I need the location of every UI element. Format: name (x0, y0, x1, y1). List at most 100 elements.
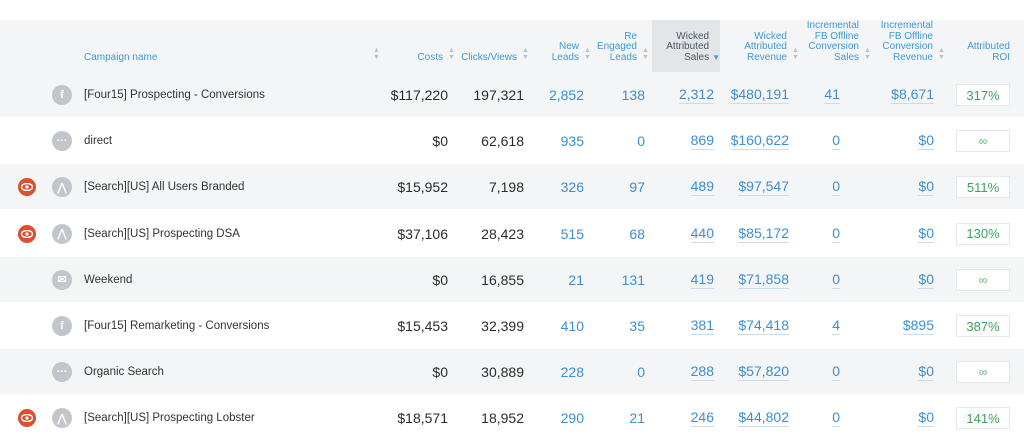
fb-revenue-link[interactable]: $0 (918, 409, 934, 428)
fb-sales-link[interactable]: 0 (832, 178, 840, 197)
campaign-name[interactable]: [Four15] Remarketing - Conversions (84, 320, 270, 332)
eye-icon[interactable] (18, 409, 36, 428)
sort-icon[interactable]: ▲ ▼ (522, 47, 529, 61)
fb-sales-link[interactable]: 0 (832, 363, 840, 382)
fb-sales-link[interactable]: 0 (832, 132, 840, 151)
wicked-sales-link[interactable]: 419 (690, 270, 714, 289)
re-engaged-leads-value: 0 (637, 133, 645, 150)
campaign-name[interactable]: direct (84, 135, 113, 148)
wicked-revenue-link[interactable]: $97,547 (738, 178, 789, 197)
fb-revenue-link[interactable]: $0 (918, 270, 934, 289)
adwords-icon: ⋀ (52, 177, 72, 198)
fb-revenue-link[interactable]: $0 (918, 132, 934, 151)
clicks-value: 16,855 (481, 271, 524, 288)
eye-icon[interactable] (18, 178, 36, 197)
re-engaged-leads-value: 0 (637, 364, 645, 381)
table-row[interactable]: ✉ Weekend $0 16,855 21 131 419 $71,858 0 $0 ∞ (0, 256, 1024, 303)
wicked-sales-link[interactable]: 288 (690, 363, 714, 382)
wicked-revenue-link[interactable]: $57,820 (738, 363, 789, 382)
new-leads-value: 228 (560, 364, 584, 381)
fb-sales-link[interactable]: 0 (832, 224, 840, 243)
table-row[interactable]: ⋀ [Search][US] Prospecting Lobster $18,571… (0, 395, 1024, 441)
roi-badge: 141% (956, 407, 1010, 430)
eye-icon[interactable] (18, 224, 36, 243)
fb-revenue-link[interactable]: $0 (918, 363, 934, 382)
re-engaged-leads-value: 138 (621, 87, 645, 103)
fb-revenue-link[interactable]: $8,671 (891, 86, 934, 104)
new-leads-value: 290 (560, 410, 584, 427)
sort-icon[interactable]: ▲ ▼ (373, 47, 380, 61)
costs-value: $18,571 (397, 410, 448, 427)
column-header-wicked-attributed-sales[interactable]: Wicked Attributed Sales ▼ (652, 20, 720, 72)
costs-value: $0 (432, 364, 448, 381)
campaign-name[interactable]: [Search][US] Prospecting Lobster (84, 412, 255, 425)
sort-icon[interactable]: ▲ ▼ (584, 47, 591, 61)
wicked-sales-link[interactable]: 869 (690, 132, 714, 151)
fb-revenue-link[interactable]: $0 (918, 178, 934, 197)
costs-value: $15,453 (397, 318, 448, 334)
column-header-re-engaged-leads[interactable]: Re Engaged Leads ▲ ▼ (596, 30, 649, 63)
wicked-revenue-link[interactable]: $85,172 (738, 224, 789, 243)
table-row[interactable]: f [Four15] Remarketing - Conversions $15,4… (0, 303, 1024, 349)
column-header-new-leads[interactable]: New Leads ▲ ▼ (551, 41, 591, 63)
roi-badge: 130% (956, 222, 1010, 245)
costs-value: $0 (432, 133, 448, 150)
sort-icon[interactable]: ▲ ▼ (864, 47, 871, 61)
new-leads-value: 935 (560, 133, 584, 150)
roi-badge: 387% (956, 315, 1010, 337)
sort-icon[interactable]: ▲ ▼ (448, 47, 455, 61)
fb-sales-link[interactable]: 4 (832, 317, 840, 335)
sort-icon[interactable]: ▲ ▼ (792, 47, 799, 61)
roi-badge: 511% (956, 176, 1010, 199)
column-header-costs[interactable]: Costs ▲ ▼ (417, 47, 455, 63)
adwords-icon: ⋀ (52, 408, 72, 429)
column-header-clicks-views[interactable]: Clicks/Views ▲ ▼ (461, 47, 529, 63)
clicks-value: 32,399 (481, 318, 524, 334)
clicks-value: 30,889 (481, 364, 524, 381)
clicks-value: 197,321 (473, 87, 524, 103)
wicked-revenue-link[interactable]: $480,191 (730, 86, 789, 104)
wicked-revenue-link[interactable]: $71,858 (738, 270, 789, 289)
re-engaged-leads-value: 97 (629, 179, 645, 196)
fb-sales-link[interactable]: 0 (832, 270, 840, 289)
fb-sales-link[interactable]: 0 (832, 409, 840, 428)
wicked-sales-link[interactable]: 2,312 (678, 86, 714, 104)
new-leads-value: 2,852 (548, 87, 584, 103)
column-header-attributed-roi[interactable]: Attributed ROI (967, 41, 1010, 63)
table-row[interactable]: ··· Organic Search $0 30,889 228 0 288 $57,820 0… (0, 349, 1024, 396)
costs-value: $37,106 (397, 225, 448, 242)
wicked-revenue-link[interactable]: $44,802 (738, 409, 789, 428)
campaign-name[interactable]: [Search][US] All Users Branded (84, 181, 245, 194)
column-header-fb-offline-revenue[interactable]: Incremental FB Offline Conversion Revenu… (880, 20, 945, 63)
wicked-sales-link[interactable]: 440 (690, 224, 714, 243)
wicked-sales-link[interactable]: 246 (690, 409, 714, 428)
roi-badge: 317% (956, 84, 1010, 106)
table-row[interactable]: ··· direct $0 62,618 935 0 869 $160,622 0 $0 ∞ (0, 118, 1024, 165)
wicked-sales-link[interactable]: 489 (690, 178, 714, 197)
fb-revenue-link[interactable]: $0 (918, 224, 934, 243)
campaign-name[interactable]: [Four15] Prospecting - Conversions (84, 89, 265, 101)
wicked-sales-link[interactable]: 381 (690, 317, 714, 335)
fb-sales-link[interactable]: 41 (824, 86, 840, 104)
table-row[interactable]: f [Four15] Prospecting - Conversions $117,… (0, 72, 1024, 118)
fb-revenue-link[interactable]: $895 (902, 317, 934, 335)
facebook-icon: f (52, 85, 72, 105)
wicked-revenue-link[interactable]: $74,418 (738, 317, 789, 335)
campaign-name[interactable]: Weekend (84, 273, 133, 286)
table-row[interactable]: ⋀ [Search][US] All Users Branded $15,952 7,… (0, 164, 1024, 211)
new-leads-value: 410 (560, 318, 584, 334)
sort-icon[interactable]: ▲ ▼ (642, 47, 649, 61)
re-engaged-leads-value: 131 (621, 271, 645, 288)
clicks-value: 28,423 (481, 225, 524, 242)
sort-desc-icon[interactable]: ▼ (712, 52, 720, 62)
column-header-fb-offline-sales[interactable]: Incremental FB Offline Conversion Sales ▲… (806, 20, 871, 63)
re-engaged-leads-value: 21 (629, 410, 645, 427)
wicked-revenue-link[interactable]: $160,622 (730, 132, 789, 151)
campaign-name[interactable]: Organic Search (84, 366, 164, 379)
sort-icon[interactable]: ▲ ▼ (938, 47, 945, 61)
campaign-name[interactable]: [Search][US] Prospecting DSA (84, 227, 240, 240)
facebook-icon: f (52, 316, 72, 336)
table-row[interactable]: ⋀ [Search][US] Prospecting DSA $37,106 28,4… (0, 210, 1024, 257)
column-header-wicked-attributed-revenue[interactable]: Wicked Attributed Revenue ▲ ▼ (744, 30, 799, 63)
column-header-campaign-name[interactable]: Campaign name ▲ ▼ (84, 47, 380, 63)
